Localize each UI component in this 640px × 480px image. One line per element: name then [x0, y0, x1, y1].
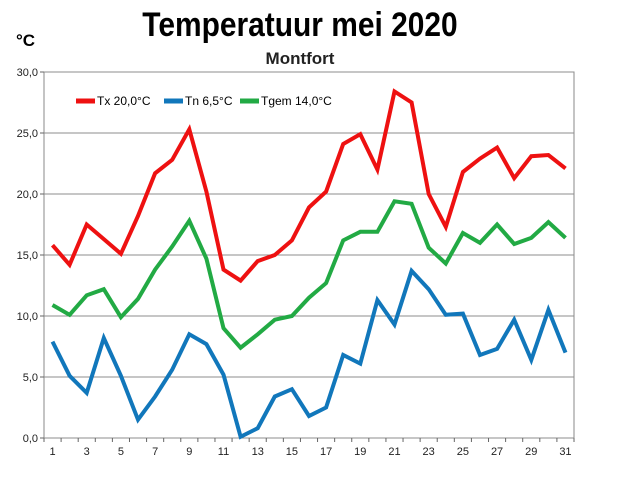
- y-tick-label: 20,0: [17, 189, 38, 201]
- x-tick-label: 21: [388, 446, 400, 458]
- x-tick-label: 31: [559, 446, 571, 458]
- x-tick-label: 17: [320, 446, 332, 458]
- legend-label: Tgem 14,0°C: [261, 94, 332, 108]
- y-axis-unit-label: °C: [16, 31, 36, 50]
- chart-title: Temperatuur mei 2020: [142, 6, 458, 44]
- x-tick-label: 15: [286, 446, 298, 458]
- x-tick-label: 19: [354, 446, 366, 458]
- y-tick-label: 5,0: [23, 372, 38, 384]
- x-tick-label: 23: [423, 446, 435, 458]
- x-tick-label: 27: [491, 446, 503, 458]
- series-line-tx: [50, 88, 567, 284]
- x-tick-label: 13: [252, 446, 264, 458]
- x-tick-label: 25: [457, 446, 469, 458]
- x-tick-label: 1: [49, 446, 55, 458]
- chart-subtitle: Montfort: [265, 49, 335, 68]
- y-tick-label: 0,0: [23, 433, 38, 445]
- legend-label: Tn 6,5°C: [185, 94, 233, 108]
- x-tick-label: 11: [218, 446, 229, 458]
- x-tick-label: 9: [186, 446, 192, 458]
- x-tick-label: 3: [84, 446, 90, 458]
- series-line-tgem: [51, 199, 567, 351]
- y-tick-label: 15,0: [17, 250, 38, 262]
- y-tick-label: 25,0: [17, 128, 38, 140]
- legend-label: Tx 20,0°C: [97, 94, 151, 108]
- y-tick-label: 30,0: [17, 67, 38, 79]
- series-line-tn: [50, 267, 568, 440]
- x-tick-label: 7: [152, 446, 158, 458]
- x-tick-label: 5: [118, 446, 124, 458]
- y-tick-label: 10,0: [17, 311, 38, 323]
- x-tick-label: 29: [525, 446, 537, 458]
